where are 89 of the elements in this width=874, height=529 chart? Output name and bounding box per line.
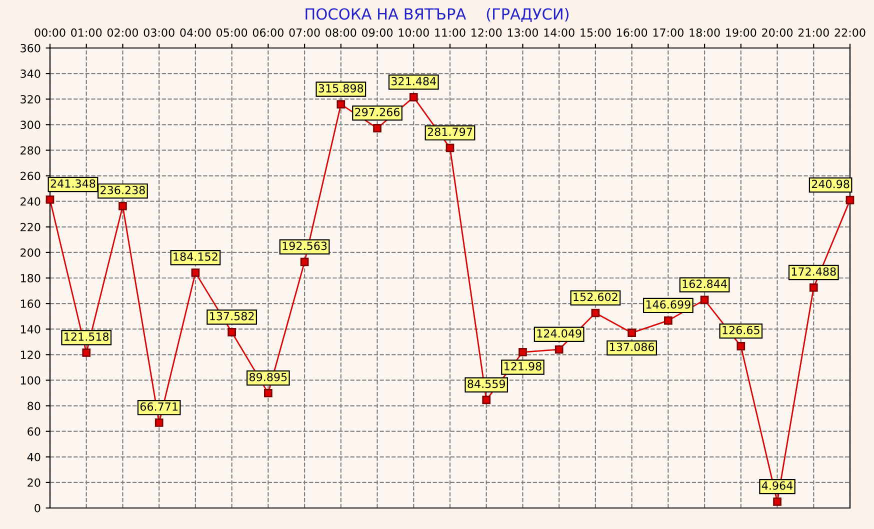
chart-title: ПОСОКА НА ВЯТЪРА (ГРАДУСИ)	[306, 8, 569, 22]
x-tick-label: 17:00	[653, 28, 684, 37]
x-tick-label: 22:00	[834, 28, 866, 37]
point	[591, 308, 600, 318]
x-tick-label: 14:00	[544, 28, 574, 37]
point	[46, 195, 54, 204]
x-tick-label: 04:00	[180, 28, 211, 37]
data-label: 89.895	[249, 372, 287, 382]
y-tick-label: 40	[27, 452, 40, 462]
x-tick-label: 00:00	[34, 28, 66, 37]
y-tick-label: 320	[20, 95, 40, 104]
data-label: 321.484	[392, 76, 436, 86]
data-label: 172.488	[792, 267, 836, 276]
point	[118, 202, 127, 210]
y-tick-label: 80	[28, 402, 40, 410]
x-tick-label: 12:00	[472, 28, 502, 37]
point	[664, 316, 672, 325]
x-tick-label: 13:00	[508, 28, 538, 37]
x-tick-label: 03:00	[144, 28, 174, 37]
point	[264, 388, 272, 398]
data-label: 4.964	[762, 481, 793, 490]
y-tick-label: 300	[20, 120, 40, 130]
data-label: 162.844	[682, 280, 727, 288]
x-tick-label: 08:00	[326, 28, 356, 37]
x-tick-label: 15:00	[580, 28, 611, 37]
point	[446, 144, 454, 152]
x-tick-label: 21:00	[798, 28, 829, 37]
data-label: 137.582	[210, 312, 254, 320]
x-tick-label: 07:00	[289, 28, 320, 37]
x-tick-label: 09:00	[362, 28, 393, 37]
data-label: 84.559	[468, 380, 506, 388]
y-tick-label: 360	[20, 44, 40, 52]
point	[82, 348, 91, 357]
data-label: 315.898	[318, 84, 364, 92]
data-label: 236.238	[100, 186, 145, 194]
point	[736, 342, 746, 350]
y-tick-label: 0	[34, 504, 40, 512]
data-label: 126.65	[722, 326, 760, 334]
point	[228, 328, 236, 336]
x-tick-label: 05:00	[216, 28, 248, 37]
data-label: 240.98	[812, 180, 850, 188]
data-label: 146.699	[646, 300, 690, 309]
y-tick-label: 20	[28, 478, 40, 487]
point	[773, 497, 782, 506]
point	[482, 396, 491, 404]
x-tick-label: 01:00	[71, 28, 102, 37]
data-label: 192.563	[282, 242, 327, 250]
point	[846, 196, 854, 204]
point	[409, 93, 418, 102]
y-tick-label: 240	[20, 197, 40, 206]
y-tick-label: 160	[20, 300, 40, 308]
point	[300, 258, 309, 266]
y-tick-label: 340	[20, 70, 40, 78]
point	[554, 345, 564, 354]
data-label: 184.152	[174, 252, 218, 261]
point	[191, 268, 200, 277]
data-label: 121.98	[504, 362, 542, 370]
y-tick-label: 100	[20, 376, 40, 385]
y-tick-label: 60	[28, 427, 40, 436]
point	[336, 100, 346, 109]
x-tick-label: 11:00	[435, 28, 466, 37]
data-label: 297.266	[355, 108, 400, 116]
data-label: 121.518	[64, 332, 109, 341]
x-tick-label: 10:00	[398, 28, 429, 37]
data-label: 66.771	[140, 402, 178, 411]
data-label: 241.348	[50, 179, 96, 188]
point	[809, 283, 818, 292]
data-label: 152.602	[574, 292, 618, 302]
x-tick-label: 19:00	[726, 28, 756, 37]
x-tick-label: 02:00	[107, 28, 138, 37]
y-tick-label: 200	[20, 248, 40, 257]
y-tick-label: 120	[20, 350, 40, 360]
y-tick-label: 260	[20, 172, 40, 180]
x-tick-label: 20:00	[762, 28, 793, 37]
point	[700, 296, 709, 304]
point	[373, 124, 382, 132]
y-tick-label: 220	[20, 222, 40, 232]
point	[628, 328, 636, 337]
point	[518, 348, 527, 356]
x-tick-label: 18:00	[690, 28, 720, 37]
x-tick-label: 06:00	[252, 28, 284, 37]
y-tick-label: 140	[20, 325, 40, 334]
x-tick-label: 16:00	[617, 28, 648, 37]
data-label: 137.086	[610, 342, 654, 352]
y-tick-label: 280	[20, 146, 40, 155]
data-label: 281.797	[428, 128, 472, 136]
data-label: 124.049	[537, 329, 582, 338]
y-tick-label: 180	[20, 274, 40, 282]
point	[154, 418, 164, 427]
